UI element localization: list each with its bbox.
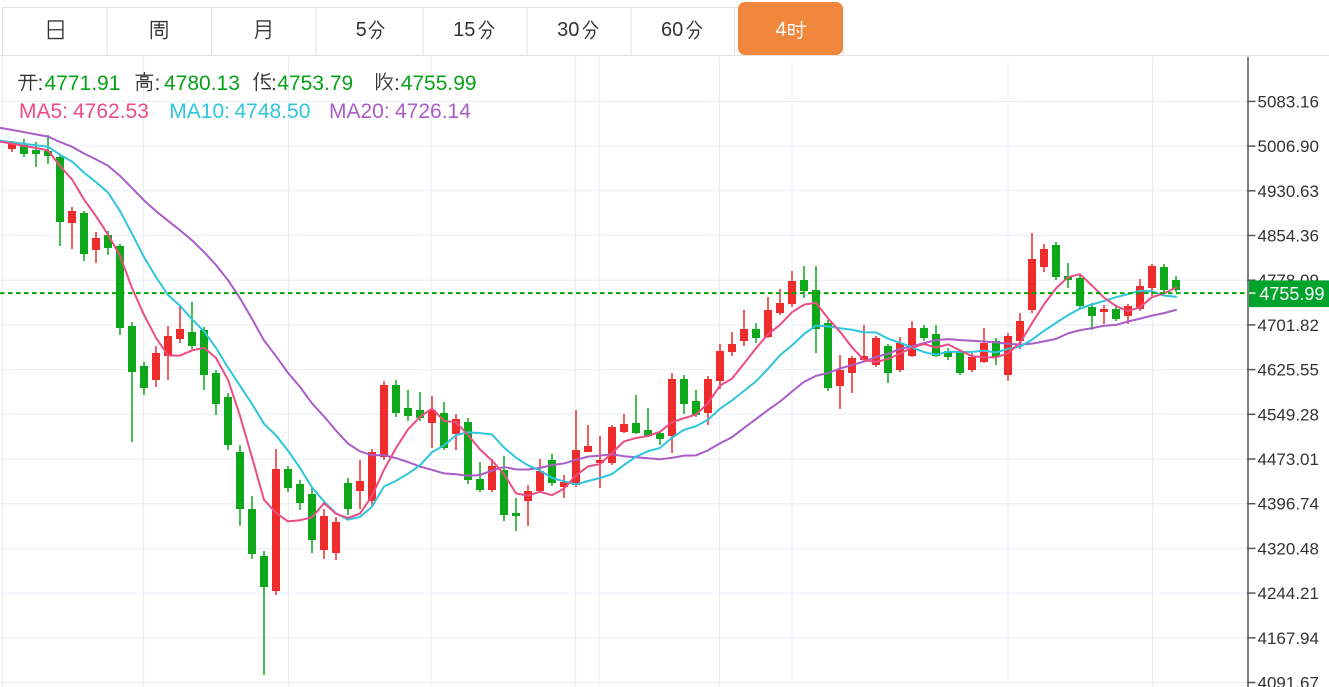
svg-text:30: 30 [557,19,579,41]
svg-text:4701.82: 4701.82 [1258,316,1319,335]
svg-text:MA10:: MA10: [169,100,230,123]
svg-text::: : [155,72,161,95]
svg-text:4854.36: 4854.36 [1258,227,1319,246]
svg-text:5: 5 [356,19,367,41]
svg-text:4473.01: 4473.01 [1258,450,1319,469]
svg-text::: : [271,72,277,95]
svg-text:4748.50: 4748.50 [235,100,311,123]
svg-text:4762.53: 4762.53 [73,100,149,123]
svg-text:5006.90: 5006.90 [1258,137,1319,156]
svg-text:4549.28: 4549.28 [1258,405,1319,424]
svg-text:4930.63: 4930.63 [1258,182,1319,201]
svg-text:4780.13: 4780.13 [164,72,240,95]
svg-text:4167.94: 4167.94 [1258,629,1319,648]
svg-text:4320.48: 4320.48 [1258,539,1319,558]
svg-text:4771.91: 4771.91 [45,72,121,95]
svg-text:4625.55: 4625.55 [1258,361,1319,380]
svg-text::: : [38,72,44,95]
svg-text:MA20:: MA20: [329,100,390,123]
svg-text:60: 60 [661,19,683,41]
svg-text:4396.74: 4396.74 [1258,495,1319,514]
svg-text:4726.14: 4726.14 [395,100,471,123]
svg-text:4091.67: 4091.67 [1258,674,1319,687]
svg-text:4755.99: 4755.99 [1259,284,1324,304]
svg-text:4244.21: 4244.21 [1258,584,1319,603]
svg-text:15: 15 [453,19,475,41]
svg-text:4: 4 [776,19,787,41]
svg-text:MA5:: MA5: [19,100,68,123]
svg-text:4755.99: 4755.99 [401,72,477,95]
svg-text:5083.16: 5083.16 [1258,92,1319,111]
svg-text:4753.79: 4753.79 [277,72,353,95]
svg-text::: : [394,72,400,95]
